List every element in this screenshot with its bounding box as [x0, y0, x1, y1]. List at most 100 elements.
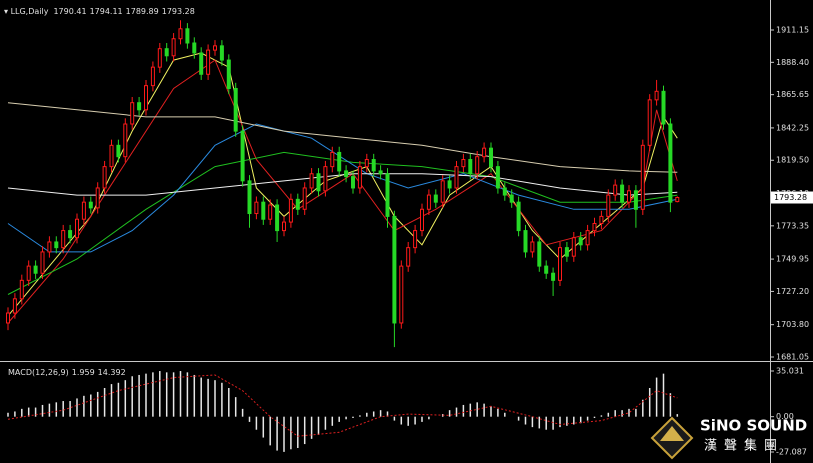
macd-bar	[96, 391, 99, 417]
candle-body	[164, 48, 169, 57]
macd-bar	[214, 380, 216, 417]
macd-bar	[359, 415, 361, 417]
macd-bar	[124, 380, 127, 417]
y-tick-label: 1773.35	[776, 221, 809, 230]
moving-average	[7, 102, 678, 173]
candle-body	[213, 45, 217, 51]
macd-bar	[269, 416, 271, 446]
candle-body	[344, 170, 349, 178]
header-arrow: ▾	[4, 7, 11, 16]
macd-bar	[297, 416, 299, 448]
macd-bar	[21, 408, 23, 417]
plot: 1911.151888.401865.651842.251819.501796.…	[6, 20, 813, 457]
macd-bar	[103, 387, 106, 417]
candle-body	[40, 251, 45, 274]
candle-body	[81, 201, 86, 220]
macd-bar	[317, 416, 320, 435]
candle-body	[254, 201, 259, 215]
candle-body	[316, 173, 321, 192]
candle-body	[627, 190, 631, 203]
candle-body	[592, 222, 597, 232]
macd-bar	[538, 416, 541, 429]
candle-body	[26, 265, 31, 281]
candle-body	[378, 170, 383, 175]
y-tick-label: 1749.95	[776, 255, 809, 264]
macd-bar	[207, 378, 209, 417]
candle-body	[364, 159, 369, 168]
macd-bar	[221, 382, 223, 417]
logo-brand: SiNO SOUND	[700, 417, 807, 435]
macd-bar	[83, 395, 85, 417]
candle-body	[288, 198, 293, 223]
macd-bar	[310, 416, 313, 439]
candle-body	[150, 66, 155, 87]
candle-body	[440, 180, 445, 203]
macd-bar	[145, 373, 147, 417]
candle-body	[482, 147, 487, 158]
candle-body	[544, 265, 549, 274]
candle-body	[54, 241, 59, 249]
macd-bar	[290, 416, 292, 450]
candle-body	[192, 42, 197, 54]
macd-bar	[179, 371, 182, 417]
macd-bar	[531, 416, 534, 428]
candle-body	[392, 215, 397, 324]
candle-body	[137, 102, 142, 111]
candle-body	[275, 204, 280, 232]
macd-bar	[421, 416, 423, 422]
y-tick-label: 1703.80	[776, 320, 809, 329]
macd-bar	[27, 407, 30, 417]
candle-body	[558, 247, 562, 281]
candle-body	[571, 237, 576, 257]
macd-bar	[566, 416, 568, 426]
macd-bar	[400, 416, 403, 425]
candle-body	[489, 147, 493, 168]
candle-body	[33, 265, 38, 274]
candle-body	[502, 187, 507, 196]
macd-bar	[55, 402, 58, 417]
macd-bar	[228, 387, 230, 417]
macd-bar	[241, 408, 244, 417]
macd-bar	[579, 416, 582, 424]
macd-bar	[524, 416, 527, 425]
y-tick-label: 1681.05	[776, 353, 809, 362]
candle-body	[157, 48, 162, 68]
macd-bar	[14, 411, 16, 417]
candle-body	[654, 90, 659, 101]
candle-body	[620, 184, 625, 203]
candle-body	[495, 166, 500, 189]
macd-bar	[490, 406, 492, 417]
candle-body	[399, 265, 404, 324]
open: 1790.41	[53, 7, 86, 16]
y-tick-label: 35.031	[776, 367, 804, 376]
candle-body	[282, 221, 286, 232]
candle-body	[633, 190, 638, 210]
logo-subtitle: 漢聲集團	[704, 438, 784, 454]
macd-bar	[476, 402, 478, 417]
high: 1794.11	[90, 7, 123, 16]
candle-body	[233, 87, 238, 132]
macd-bar	[593, 416, 596, 418]
macd-bar	[276, 416, 278, 451]
candle-body	[199, 52, 204, 75]
moving-average	[7, 151, 678, 295]
macd-bar	[662, 373, 665, 417]
macd-bar	[552, 416, 554, 430]
candle-body	[371, 159, 376, 172]
macd-bar	[676, 414, 679, 417]
macd-bar	[331, 416, 334, 426]
candle-body	[426, 194, 431, 210]
price-marker-label: 1793.28	[774, 193, 807, 202]
signal-value: 14.392	[98, 368, 126, 377]
candle-body	[206, 49, 211, 75]
macd-bar	[635, 408, 637, 417]
candle-body	[47, 241, 52, 253]
y-tick-label: 1888.40	[776, 58, 809, 67]
macd-bar	[393, 416, 396, 421]
candle-body	[268, 204, 273, 220]
macd-bar	[469, 403, 472, 417]
macd-bar	[517, 416, 520, 421]
macd-bar	[159, 371, 161, 417]
macd-bar	[345, 416, 347, 420]
macd-bar	[152, 372, 154, 417]
